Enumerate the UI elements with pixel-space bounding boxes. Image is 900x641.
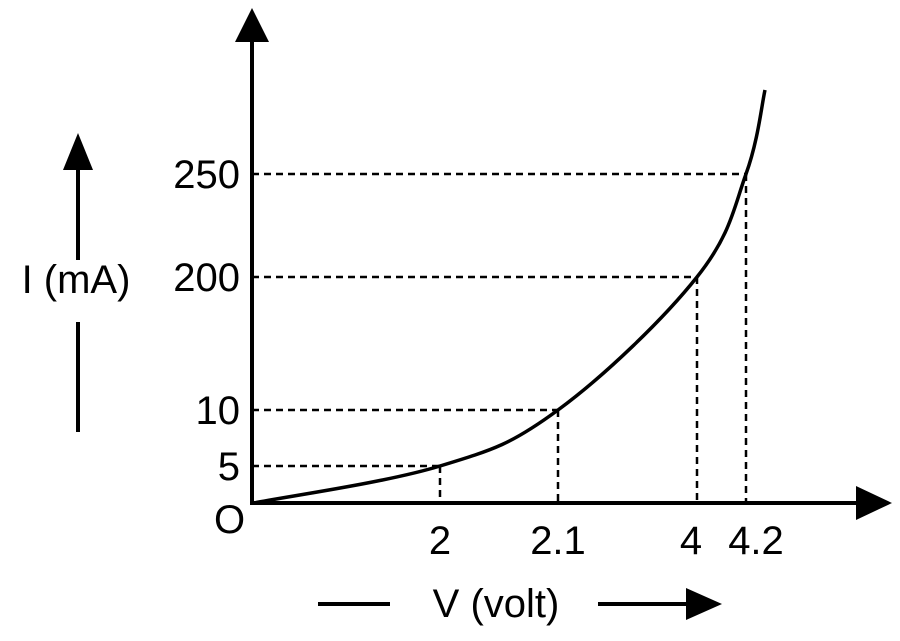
origin-label: O [214,498,245,542]
x-tick-label: 2.1 [530,519,586,563]
dashed-guides [252,172,748,503]
y-tick-label: 10 [196,389,241,433]
xlabel-right-arrow-icon [686,588,722,620]
y-tick-label: 5 [218,445,240,489]
y-axis-label: I (mA) [22,258,131,302]
x-axis-label: V (volt) [433,582,560,626]
ylabel-up-arrow-icon [63,133,93,170]
x-tick-label: 2 [429,519,451,563]
y-axis-arrow-icon [235,8,269,42]
x-tick-label: 4 [680,519,702,563]
y-tick-label: 250 [173,153,240,197]
x-axis-arrow-icon [856,486,892,520]
iv-curve [253,89,767,505]
y-tick-label: 200 [173,256,240,300]
tick-labels: 5 2 10 2.1 200 4 250 4.2 [173,153,784,563]
x-tick-label: 4.2 [728,519,784,563]
